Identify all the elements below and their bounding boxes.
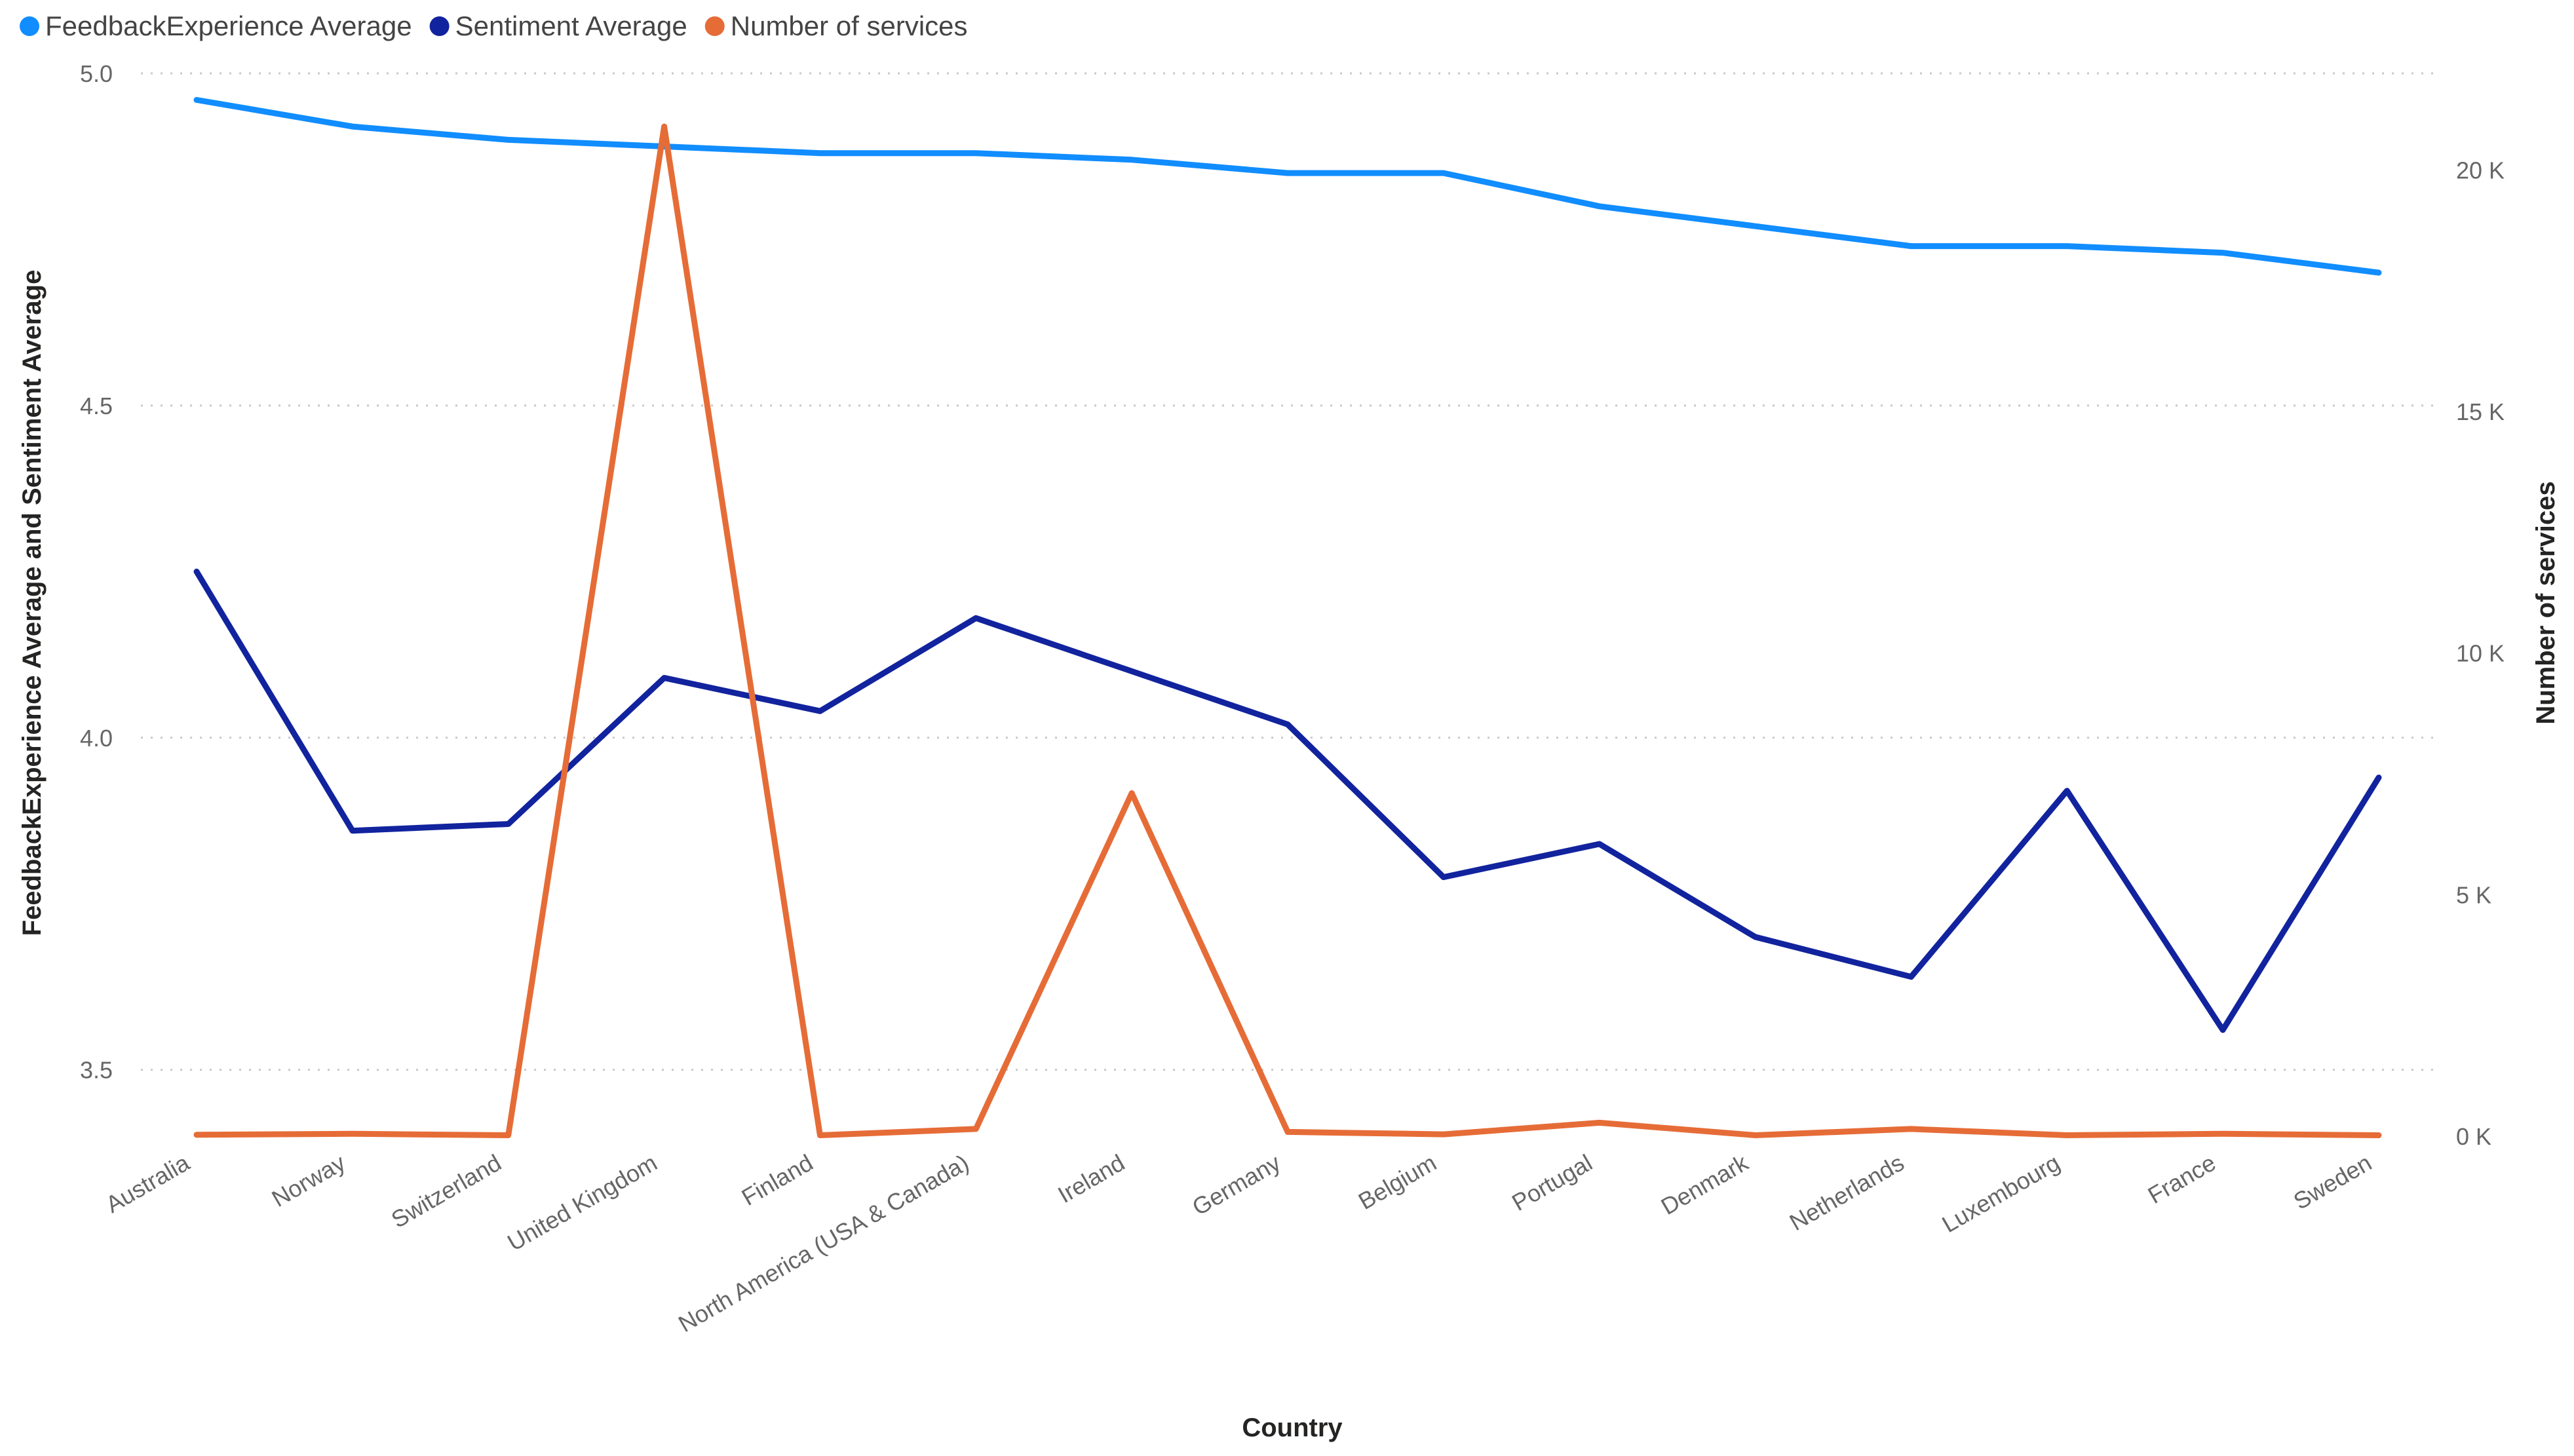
- x-tick-label: Belgium: [1354, 1149, 1441, 1215]
- y-axis-title: FeedbackExperience Average and Sentiment…: [18, 270, 47, 936]
- x-tick-label: Germany: [1187, 1149, 1285, 1221]
- x-tick-label: Denmark: [1657, 1149, 1754, 1220]
- gridlines: [141, 72, 2438, 1071]
- series-line-feedbackexperience-average: [193, 97, 2382, 276]
- y-tick-label: 3.5: [80, 1057, 113, 1084]
- legend-marker: [429, 16, 450, 36]
- x-axis-title: Country: [1242, 1413, 1343, 1442]
- y2-tick-label: 10 K: [2456, 640, 2505, 667]
- y-tick-label: 4.0: [80, 725, 113, 752]
- x-tick-label: Portugal: [1507, 1149, 1597, 1216]
- left-axis-ticks: 3.5 4.0 4.5 5.0: [80, 60, 113, 1084]
- x-tick-label: Finland: [737, 1149, 818, 1211]
- legend-label: FeedbackExperience Average: [45, 10, 412, 41]
- legend-marker: [20, 16, 39, 36]
- y2-tick-label: 15 K: [2456, 398, 2505, 425]
- x-tick-label: Norway: [267, 1149, 350, 1212]
- x-tick-label: Luxembourg: [1937, 1149, 2064, 1238]
- right-axis-ticks: 0 K 5 K 10 K 15 K 20 K: [2456, 157, 2505, 1150]
- y2-tick-label: 5 K: [2456, 881, 2491, 908]
- y-tick-label: 5.0: [80, 60, 113, 87]
- x-tick-label: Ireland: [1053, 1149, 1129, 1208]
- y2-axis-title: Number of services: [2531, 481, 2560, 724]
- x-tick-label: France: [2143, 1149, 2221, 1209]
- legend: FeedbackExperience Average Sentiment Aver…: [20, 10, 968, 41]
- series-lines: [193, 97, 2382, 1138]
- series-line-number-of-services: [193, 123, 2382, 1138]
- series-line-sentiment-average: [193, 568, 2382, 1033]
- x-tick-label: Sweden: [2289, 1149, 2376, 1215]
- y2-tick-label: 0 K: [2456, 1123, 2491, 1150]
- x-tick-label: North America (USA & Canada): [674, 1149, 973, 1337]
- y2-tick-label: 20 K: [2456, 157, 2505, 183]
- x-tick-label: Netherlands: [1785, 1149, 1909, 1236]
- y-tick-label: 4.5: [80, 393, 113, 419]
- legend-marker: [704, 16, 725, 36]
- x-tick-label: Australia: [101, 1149, 195, 1218]
- x-tick-label: United Kingdom: [503, 1149, 661, 1256]
- legend-label: Number of services: [731, 10, 968, 41]
- x-tick-label: Switzerland: [387, 1149, 506, 1233]
- legend-label: Sentiment Average: [455, 10, 687, 41]
